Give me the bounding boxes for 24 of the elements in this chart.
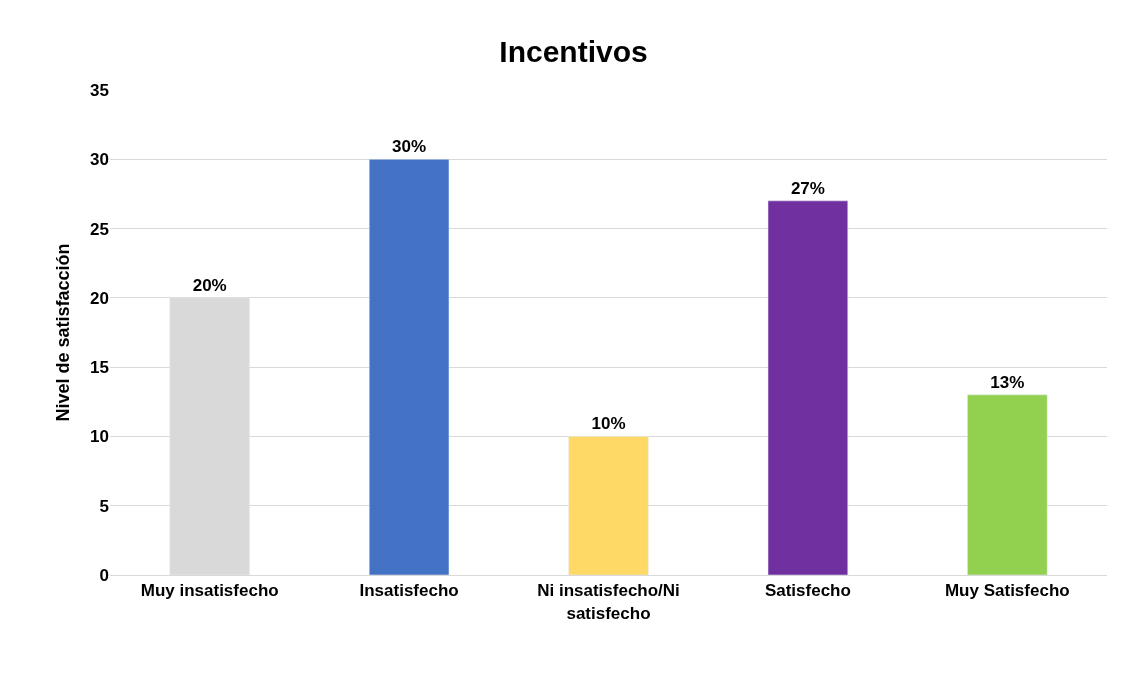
y-tick-label: 5 xyxy=(99,496,109,516)
chart-title: Incentivos xyxy=(499,34,648,68)
x-tick-label: Muy Satisfecho xyxy=(944,581,1070,601)
bar xyxy=(967,394,1048,575)
bar xyxy=(368,159,450,575)
y-tick-label: 25 xyxy=(90,219,109,239)
y-tick-label: 30 xyxy=(90,150,109,170)
data-label: 20% xyxy=(192,275,227,295)
data-label: 13% xyxy=(990,372,1025,392)
y-tick-label: 35 xyxy=(90,80,109,100)
x-tick-label: Insatisfecho xyxy=(359,581,459,601)
y-tick-label: 10 xyxy=(90,427,109,447)
data-label: 10% xyxy=(591,414,626,434)
data-label: 27% xyxy=(790,178,825,198)
x-tick-label: Muy insatisfecho xyxy=(140,581,279,601)
bar xyxy=(767,200,849,575)
bar xyxy=(568,436,649,575)
x-tick-label: Satisfecho xyxy=(764,581,851,601)
y-tick-label: 20 xyxy=(90,288,109,308)
y-axis-title: Nivel de satisfacción xyxy=(53,243,74,422)
x-tick-label: Ni insatisfecho/Ni satisfecho xyxy=(537,581,680,623)
y-tick-label: 0 xyxy=(99,565,109,585)
y-tick-label: 15 xyxy=(90,358,109,378)
data-label: 30% xyxy=(392,137,427,157)
